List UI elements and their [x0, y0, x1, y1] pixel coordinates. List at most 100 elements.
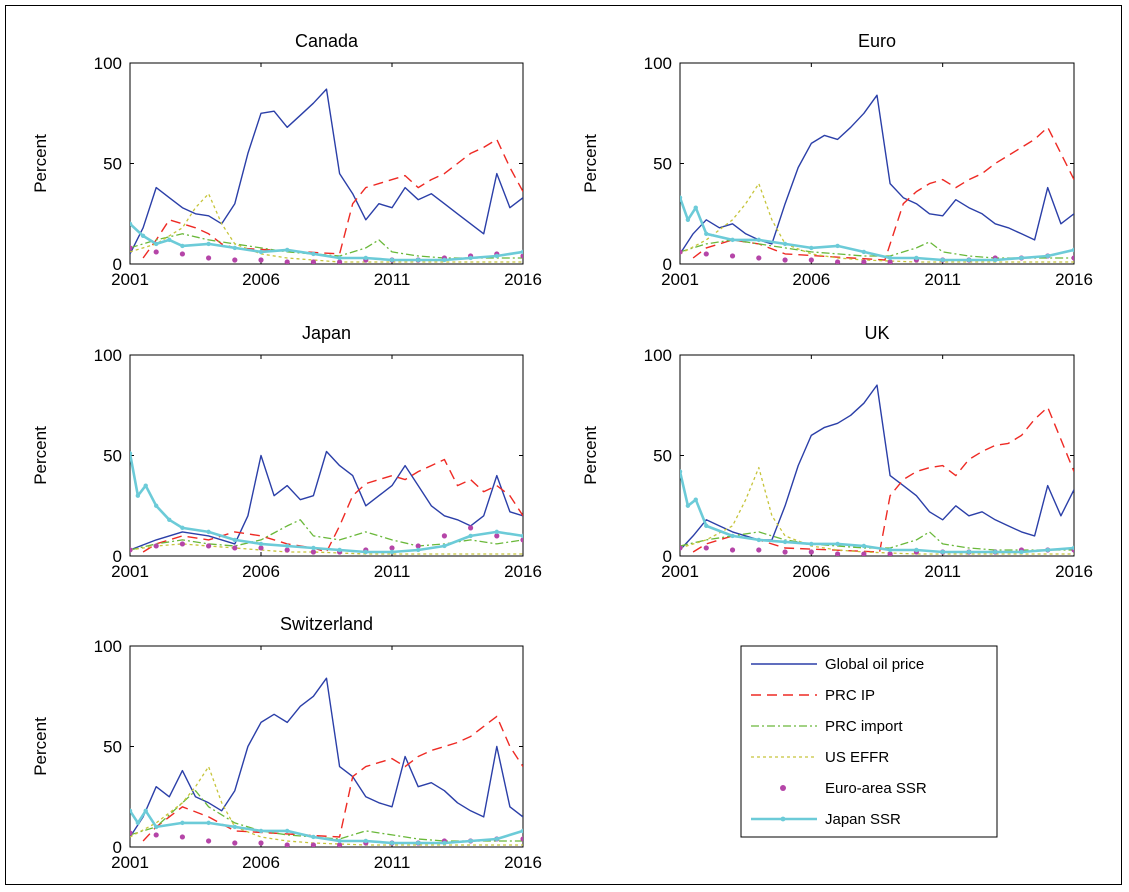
data-point	[180, 243, 185, 249]
panel-title: UK	[864, 323, 889, 343]
data-point	[940, 549, 945, 555]
data-point	[310, 842, 316, 847]
legend-label: US EFFR	[825, 749, 889, 766]
data-point	[337, 547, 342, 553]
data-point	[154, 503, 159, 508]
data-point	[914, 547, 919, 553]
series-prc-ip	[142, 458, 523, 553]
y-tick-label: 0	[663, 255, 672, 274]
series-japan-ssr-markers	[130, 808, 523, 846]
series-prc-ip	[692, 126, 1074, 261]
y-axis-label: Percent	[31, 134, 50, 193]
y-tick-label: 0	[113, 547, 122, 566]
panel-japan: 2001 2006 2011 2016 0 50 100 Japan Percent	[31, 323, 542, 581]
data-point	[520, 533, 523, 539]
data-point	[442, 257, 447, 263]
data-point	[167, 237, 172, 243]
legend-marker	[780, 785, 786, 791]
data-point	[179, 834, 185, 840]
data-point	[232, 245, 237, 251]
y-tick-label: 50	[103, 155, 122, 174]
series-japan-ssr-markers	[680, 469, 1074, 555]
data-point	[130, 547, 133, 553]
data-point	[680, 469, 683, 474]
data-point	[130, 221, 133, 226]
x-tick-label: 2001	[661, 270, 699, 289]
data-point	[835, 259, 841, 264]
y-tick-label: 50	[653, 447, 672, 466]
data-point	[835, 551, 841, 556]
data-point	[337, 838, 342, 844]
x-tick-label: 2016	[504, 853, 542, 872]
legend-label: PRC import	[825, 718, 903, 735]
data-point	[468, 533, 473, 539]
data-point	[861, 259, 867, 264]
legend-entry-prc-ip: PRC IP	[751, 687, 875, 704]
data-point	[468, 255, 473, 261]
x-tick-label: 2016	[504, 270, 542, 289]
data-point	[416, 840, 421, 846]
data-point	[1071, 545, 1074, 551]
series-japan-ssr	[680, 197, 1074, 262]
data-point	[730, 533, 735, 539]
data-point	[730, 237, 735, 243]
y-tick-label: 100	[94, 637, 122, 656]
y-axis-label: Percent	[581, 134, 600, 193]
data-point	[494, 533, 500, 539]
data-point	[180, 820, 185, 826]
legend-entry-us-effr: US EFFR	[751, 749, 889, 766]
x-tick-label: 2011	[374, 853, 411, 872]
series-euro-area-ssr	[130, 525, 523, 555]
data-point	[782, 549, 788, 555]
data-point	[887, 551, 893, 556]
data-point	[154, 241, 159, 247]
data-point	[520, 828, 523, 834]
data-point	[135, 493, 141, 498]
data-point	[232, 824, 237, 830]
x-tick-label: 2011	[924, 270, 961, 289]
series-japan-ssr	[130, 222, 523, 262]
y-axis-label: Percent	[581, 426, 600, 485]
y-tick-label: 50	[653, 155, 672, 174]
data-point	[1019, 255, 1024, 261]
legend-entry-global-oil-price: Global oil price	[751, 656, 924, 673]
panel-switzerland: 2001 2006 2011 2016 0 50 100 Switzerland Percent	[31, 614, 542, 872]
data-point	[520, 537, 523, 543]
series-us-effr	[680, 466, 1074, 555]
data-point	[179, 541, 185, 547]
y-tick-label: 50	[103, 738, 122, 757]
data-point	[680, 195, 683, 200]
series-japan-ssr-markers	[680, 195, 1074, 263]
data-point	[966, 549, 972, 555]
data-point	[756, 255, 762, 261]
plot-area	[680, 384, 1074, 556]
data-point	[258, 840, 264, 846]
series-us-effr	[130, 765, 523, 846]
data-point	[835, 541, 840, 547]
y-tick-label: 100	[94, 54, 122, 73]
y-tick-label: 0	[113, 838, 122, 857]
series-japan-ssr	[680, 471, 1074, 554]
data-point	[685, 217, 691, 222]
data-point	[285, 543, 290, 549]
series-prc-ip	[142, 138, 523, 259]
data-point	[363, 838, 368, 844]
data-point	[206, 820, 211, 826]
data-point	[441, 533, 447, 539]
data-point	[693, 205, 698, 210]
data-point	[389, 549, 395, 555]
data-point	[442, 543, 447, 549]
data-point	[389, 840, 395, 846]
data-point	[232, 840, 238, 846]
x-tick-label: 2006	[242, 562, 280, 581]
data-point	[756, 537, 761, 543]
data-point	[861, 543, 867, 549]
data-point	[206, 529, 211, 535]
data-point	[363, 255, 368, 261]
data-point	[130, 245, 133, 251]
legend-entry-prc-import: PRC import	[751, 718, 903, 735]
data-point	[914, 255, 919, 261]
legend-label: Japan SSR	[825, 811, 901, 828]
x-tick-label: 2001	[111, 562, 149, 581]
